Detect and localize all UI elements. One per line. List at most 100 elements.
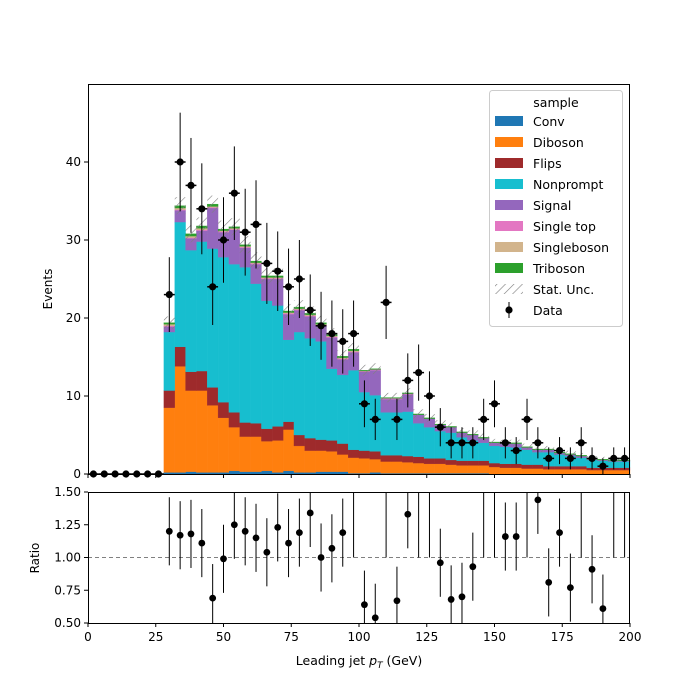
- bar-nonprompt: [348, 370, 360, 450]
- stat-unc-bin: [445, 422, 457, 431]
- stat-unc-bin: [380, 392, 392, 403]
- x-tick-label: 100: [348, 630, 371, 644]
- data-point: [501, 439, 509, 447]
- bar-flips: [337, 443, 349, 455]
- bar-flips: [282, 421, 295, 430]
- ratio-point: [534, 496, 542, 504]
- legend-label: Signal: [533, 198, 571, 213]
- ratio-x-ticks: 0 25 50 75 100 125 150 175 200: [84, 623, 641, 644]
- stat-unc-bin: [369, 363, 381, 375]
- ratio-point: [436, 559, 444, 567]
- bar-diboson: [217, 417, 230, 473]
- x-tick-label: 50: [216, 630, 231, 644]
- legend-swatch: [495, 137, 523, 147]
- bar-signal: [207, 207, 219, 249]
- bar-conv: [369, 472, 381, 475]
- ratio-point: [285, 539, 292, 547]
- y-tick-label: 0.75: [54, 583, 81, 597]
- ratio-point: [187, 530, 195, 538]
- bar-diboson: [402, 462, 414, 474]
- data-point: [360, 400, 369, 408]
- stat-unc-bin: [359, 364, 370, 376]
- ratio-point: [328, 544, 336, 552]
- legend-swatch: [495, 179, 523, 189]
- bar-flips: [456, 460, 468, 466]
- bar-nonprompt: [185, 249, 197, 372]
- bar-diboson: [304, 450, 316, 473]
- data-point: [274, 267, 282, 275]
- legend-data-marker: [505, 306, 513, 314]
- bar-flips: [391, 455, 403, 462]
- ratio-y-axis-label: Ratio: [28, 543, 42, 574]
- data-point: [263, 259, 271, 267]
- legend-label: Stat. Unc.: [533, 282, 594, 297]
- legend-label: Data: [533, 303, 563, 318]
- stat-unc-bin: [207, 195, 219, 213]
- bar-diboson: [337, 454, 349, 472]
- bar-conv: [326, 471, 338, 475]
- ratio-point: [545, 578, 553, 586]
- bar-diboson: [445, 464, 457, 474]
- bar-conv: [315, 471, 327, 475]
- main-y-axis-label: Events: [41, 269, 55, 310]
- bar-nonprompt: [575, 457, 587, 467]
- ratio-point: [512, 533, 520, 540]
- bar-nonprompt: [250, 283, 262, 424]
- bar-conv: [293, 472, 305, 475]
- data-point: [176, 158, 184, 166]
- bar-nonprompt: [304, 338, 316, 439]
- y-tick-label: 0: [73, 467, 81, 481]
- bar-diboson: [456, 465, 468, 474]
- bar-flips: [467, 460, 479, 466]
- ratio-point: [556, 529, 563, 537]
- ratio-point: [274, 523, 282, 531]
- bar-diboson: [553, 469, 566, 475]
- data-point: [317, 322, 325, 330]
- bar-diboson: [510, 467, 522, 475]
- bar-diboson: [369, 459, 381, 473]
- bar-diboson: [413, 462, 425, 474]
- bar-flips: [217, 402, 230, 418]
- legend-label: Singleboson: [533, 240, 609, 255]
- bar-nonprompt: [163, 331, 175, 391]
- bar-flips: [553, 466, 566, 470]
- bar-conv: [228, 470, 240, 475]
- y-tick-label: 40: [66, 155, 81, 169]
- data-point: [425, 392, 434, 400]
- x-axis-label-unit: (GeV): [383, 653, 423, 668]
- ratio-point: [371, 614, 379, 622]
- data-point: [469, 439, 477, 447]
- bar-nonprompt: [402, 411, 414, 457]
- bar-flips: [196, 370, 208, 391]
- y-tick-label: 10: [66, 389, 81, 403]
- x-tick-label: 75: [284, 630, 299, 644]
- bar-diboson: [228, 427, 240, 472]
- data-point: [284, 283, 293, 291]
- data-point: [328, 330, 336, 338]
- ratio-point: [165, 527, 173, 535]
- bar-diboson: [358, 458, 370, 474]
- bar-diboson: [467, 465, 479, 474]
- ratio-point: [447, 596, 455, 603]
- bar-conv: [174, 472, 186, 475]
- bar-flips: [272, 426, 284, 441]
- bar-conv: [282, 470, 295, 475]
- ratio-point: [230, 521, 238, 529]
- legend-title: sample: [533, 95, 579, 110]
- bar-diboson: [326, 451, 338, 472]
- bar-flips: [499, 463, 511, 468]
- bar-nonprompt: [196, 241, 208, 372]
- bar-conv: [185, 471, 197, 475]
- data-point: [599, 462, 607, 470]
- ratio-point: [566, 584, 574, 592]
- bar-diboson: [488, 466, 501, 475]
- bar-diboson: [619, 469, 631, 475]
- ratio-point: [198, 539, 206, 547]
- bar-nonprompt: [521, 449, 533, 465]
- data-point: [620, 454, 629, 462]
- bar-flips: [250, 423, 262, 437]
- data-point: [447, 439, 455, 447]
- bar-nonprompt: [282, 339, 295, 422]
- bar-conv: [272, 472, 284, 475]
- ratio-points: [165, 492, 626, 623]
